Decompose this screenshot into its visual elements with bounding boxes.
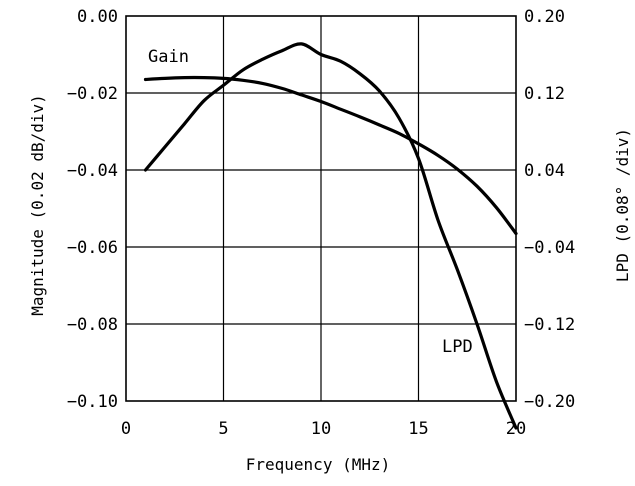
series-line-gain: [143, 75, 518, 236]
series-line-lpd: [143, 42, 518, 430]
y-right-tick-label: 0.04: [524, 161, 565, 181]
y-axis-title-right: LPD (0.08° /div): [613, 128, 632, 282]
grid: [125, 15, 517, 402]
y-right-tick-label: 0.12: [524, 84, 565, 104]
y-left-tick-label: −0.04: [67, 161, 118, 181]
x-axis-title: Frequency (MHz): [246, 455, 391, 474]
y-axis-title-left: Magnitude (0.02 dB/div): [28, 94, 47, 316]
x-tick-label: 10: [311, 419, 331, 439]
y-left-tick-label: 0.00: [77, 7, 118, 27]
y-right-tick-label: 0.20: [524, 7, 565, 27]
series-label-lpd: LPD: [442, 337, 473, 357]
y-left-tick-label: −0.08: [67, 315, 118, 335]
y-left-tick-label: −0.02: [67, 84, 118, 104]
y-right-tick-label: −0.20: [524, 392, 575, 412]
series-lines: [143, 42, 518, 430]
x-tick-label: 20: [506, 419, 526, 439]
tick-labels: 0 5 10 15 20 0.00 0.20 −0.02 0.12 −0.04 0.04 −0.06 −…: [67, 7, 575, 439]
x-tick-label: 5: [218, 419, 228, 439]
y-right-tick-label: −0.04: [524, 238, 575, 258]
y-right-tick-label: −0.12: [524, 315, 575, 335]
y-left-tick-label: −0.10: [67, 392, 118, 412]
y-left-tick-label: −0.06: [67, 238, 118, 258]
series-label-gain: Gain: [148, 47, 189, 67]
x-tick-label: 15: [408, 419, 428, 439]
x-tick-label: 0: [121, 419, 131, 439]
